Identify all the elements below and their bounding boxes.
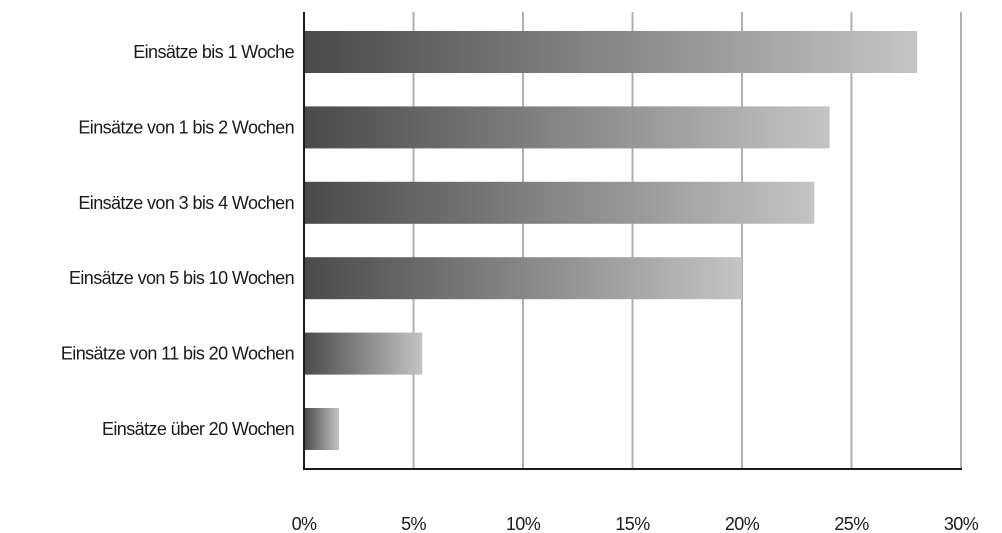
x-tick-label: 15% xyxy=(615,514,650,533)
bar xyxy=(304,332,423,375)
x-tick-label: 0% xyxy=(292,514,317,533)
category-labels: Einsätze bis 1 Woche Einsätze von 1 bis 2… xyxy=(61,42,295,439)
bar xyxy=(304,408,340,450)
bar xyxy=(304,181,815,224)
category-label: Einsätze bis 1 Woche xyxy=(133,42,294,62)
x-tick-label: 10% xyxy=(506,514,541,533)
axis-layer xyxy=(303,12,962,470)
category-label: Einsätze über 20 Wochen xyxy=(102,419,294,439)
category-label: Einsätze von 3 bis 4 Wochen xyxy=(78,193,294,213)
x-tick-labels: 0% 5% 10% 15% 20% 25% 30% xyxy=(292,514,980,533)
category-label: Einsätze von 5 bis 10 Wochen xyxy=(69,268,294,288)
bar xyxy=(304,257,742,300)
x-tick-label: 30% xyxy=(944,514,979,533)
x-tick-label: 25% xyxy=(834,514,869,533)
bar xyxy=(304,31,918,73)
bar xyxy=(304,106,830,149)
bar-layer xyxy=(304,31,918,450)
x-tick-label: 5% xyxy=(401,514,426,533)
x-tick-label: 20% xyxy=(725,514,760,533)
grid-layer xyxy=(412,12,962,469)
category-label: Einsätze von 11 bis 20 Wochen xyxy=(61,344,294,364)
category-label: Einsätze von 1 bis 2 Wochen xyxy=(78,117,294,137)
